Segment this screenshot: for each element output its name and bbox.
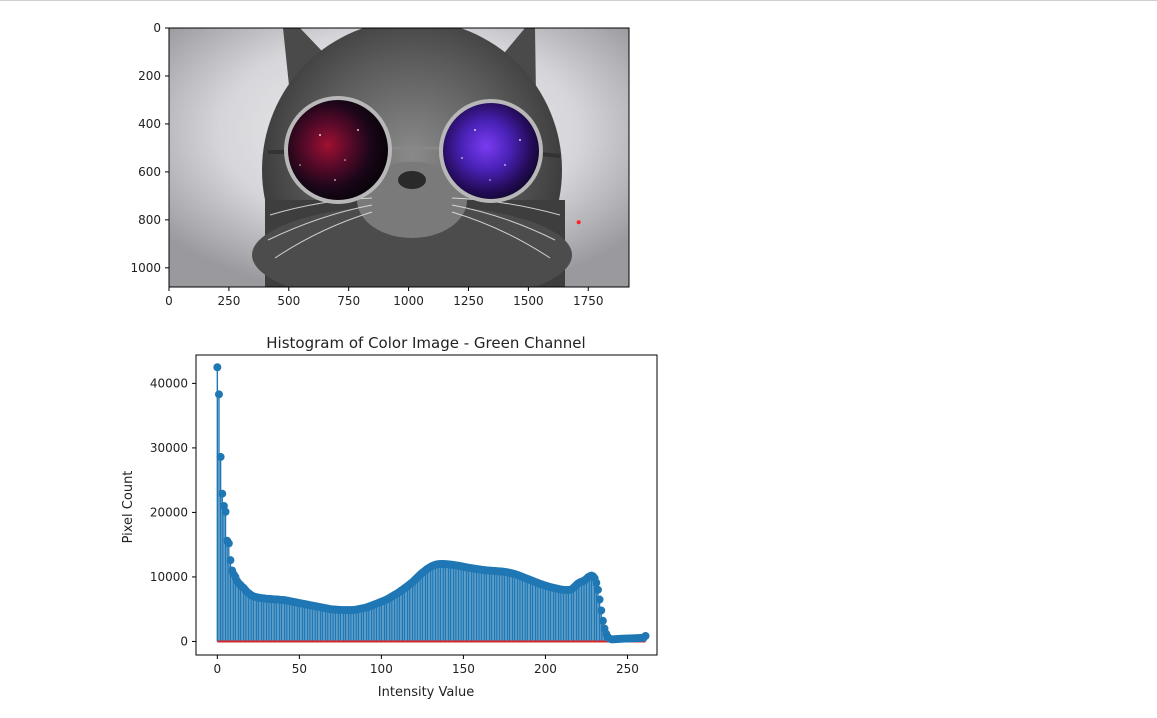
hist-x-tick-label: 150 — [452, 662, 475, 676]
image-y-tick-label: 1000 — [130, 261, 161, 275]
image-y-tick-label: 800 — [138, 213, 161, 227]
hist-y-tick-label: 20000 — [150, 505, 188, 519]
stem-marker — [593, 585, 602, 594]
image-y-tick-label: 200 — [138, 69, 161, 83]
image-ticks: 0 250 500 750 1000 1250 1500 1750 0 200 400 600 800 1… — [130, 21, 603, 308]
hist-y-tick-label: 0 — [180, 634, 188, 648]
stem-marker — [597, 606, 606, 615]
hist-y-tick-label: 10000 — [150, 570, 188, 584]
image-y-tick-label: 600 — [138, 165, 161, 179]
image-axes: 0 250 500 750 1000 1250 1500 1750 0 200 400 600 800 1… — [130, 21, 630, 308]
stem-marker — [595, 595, 604, 604]
hist-x-tick-label: 0 — [214, 662, 222, 676]
hist-x-tick-label: 200 — [534, 662, 557, 676]
histogram-frame — [195, 354, 658, 656]
cell-top-border — [0, 0, 1157, 1]
image-x-tick-label: 500 — [277, 294, 300, 308]
histogram-ticks: 0 50 100 150 200 250 0 10000 20000 30000 40000 — [150, 376, 639, 676]
stem-marker — [641, 631, 650, 640]
stem-marker — [213, 363, 222, 372]
hist-y-tick-label: 30000 — [150, 441, 188, 455]
stem-marker — [218, 489, 227, 498]
hist-x-tick-label: 50 — [292, 662, 307, 676]
cat-image — [169, 28, 629, 287]
image-x-tick-label: 1500 — [513, 294, 544, 308]
image-x-tick-label: 1750 — [573, 294, 604, 308]
stem-marker — [226, 556, 235, 565]
image-x-tick-label: 250 — [217, 294, 240, 308]
image-x-tick-label: 1250 — [453, 294, 484, 308]
stem-marker — [221, 507, 230, 516]
image-x-tick-label: 0 — [165, 294, 173, 308]
x-axis-label: Intensity Value — [378, 685, 474, 700]
stem-marker — [598, 616, 607, 625]
hist-x-tick-label: 250 — [616, 662, 639, 676]
histogram-stems — [213, 363, 650, 644]
stem-marker — [214, 390, 223, 399]
image-x-tick-label: 1000 — [393, 294, 424, 308]
histogram-axes: Histogram of Color Image - Green Channel… — [121, 334, 658, 700]
stem-marker — [592, 578, 601, 587]
y-axis-label: Pixel Count — [121, 471, 136, 544]
image-y-tick-label: 0 — [153, 21, 161, 35]
image-red-dot — [576, 220, 581, 225]
image-frame — [168, 27, 630, 288]
stem-marker — [216, 452, 225, 461]
stem-marker — [224, 539, 233, 548]
chart-title: Histogram of Color Image - Green Channel — [266, 334, 585, 352]
hist-x-tick-label: 100 — [370, 662, 393, 676]
image-y-tick-label: 400 — [138, 117, 161, 131]
hist-y-tick-label: 40000 — [150, 376, 188, 390]
image-x-tick-label: 750 — [337, 294, 360, 308]
